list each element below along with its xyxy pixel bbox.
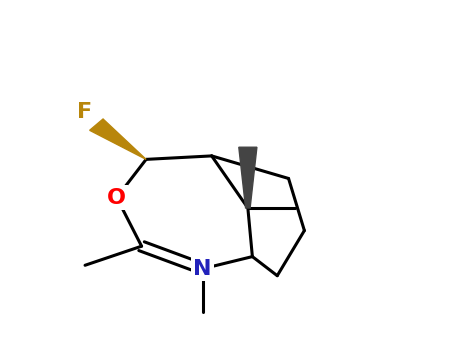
Text: N: N [193, 259, 212, 279]
Text: F: F [77, 103, 93, 122]
Polygon shape [239, 147, 257, 208]
Text: O: O [107, 188, 126, 208]
Polygon shape [90, 119, 146, 159]
